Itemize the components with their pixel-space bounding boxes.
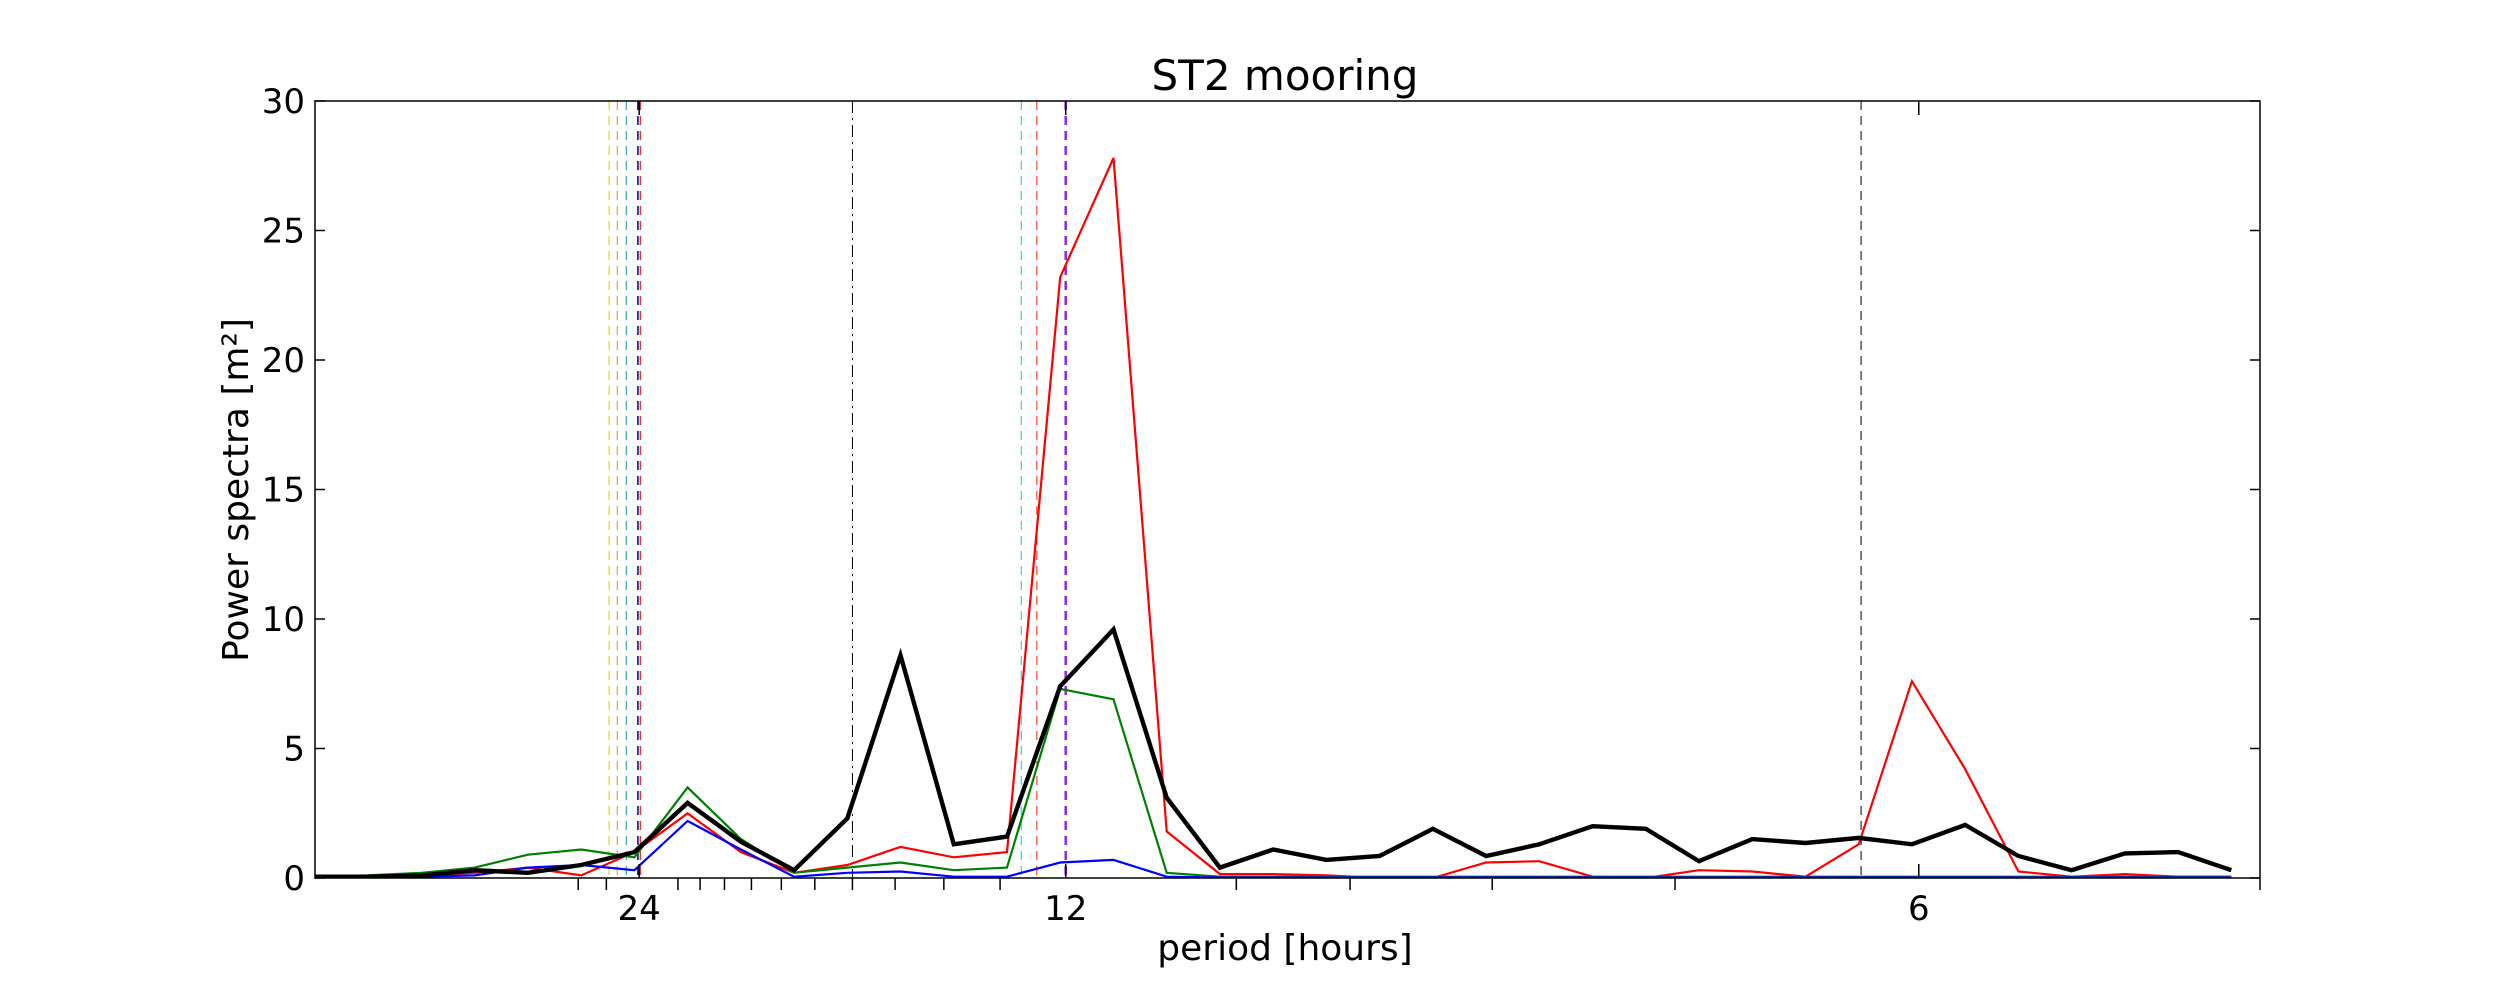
series-line-3 [315,625,2233,878]
y-tick-label-1: 5 [283,730,305,770]
plot-frame [314,100,2261,879]
y-tick-label-6: 30 [262,82,305,122]
plot-area: 0 5 10 15 20 25 30 24 12 6 [262,82,2261,929]
y-axis-label: Power spectra [m²] [216,318,257,662]
chart-title: ST2 mooring [1152,51,1419,100]
y-tick-label-2: 10 [262,600,305,640]
x-tick-label-2: 6 [1908,889,1930,929]
x-tick-label-1: 12 [1044,889,1087,929]
y-tick-label-5: 25 [262,212,305,252]
y-tick-label-4: 20 [262,341,305,381]
plot-clipped-group [315,101,2233,878]
x-tick-label-0: 24 [618,889,661,929]
x-axis-label: period [hours] [1157,928,1412,969]
y-tick-label-0: 0 [283,859,305,899]
y-tick-label-3: 15 [262,471,305,511]
series-line-0 [315,157,2232,878]
